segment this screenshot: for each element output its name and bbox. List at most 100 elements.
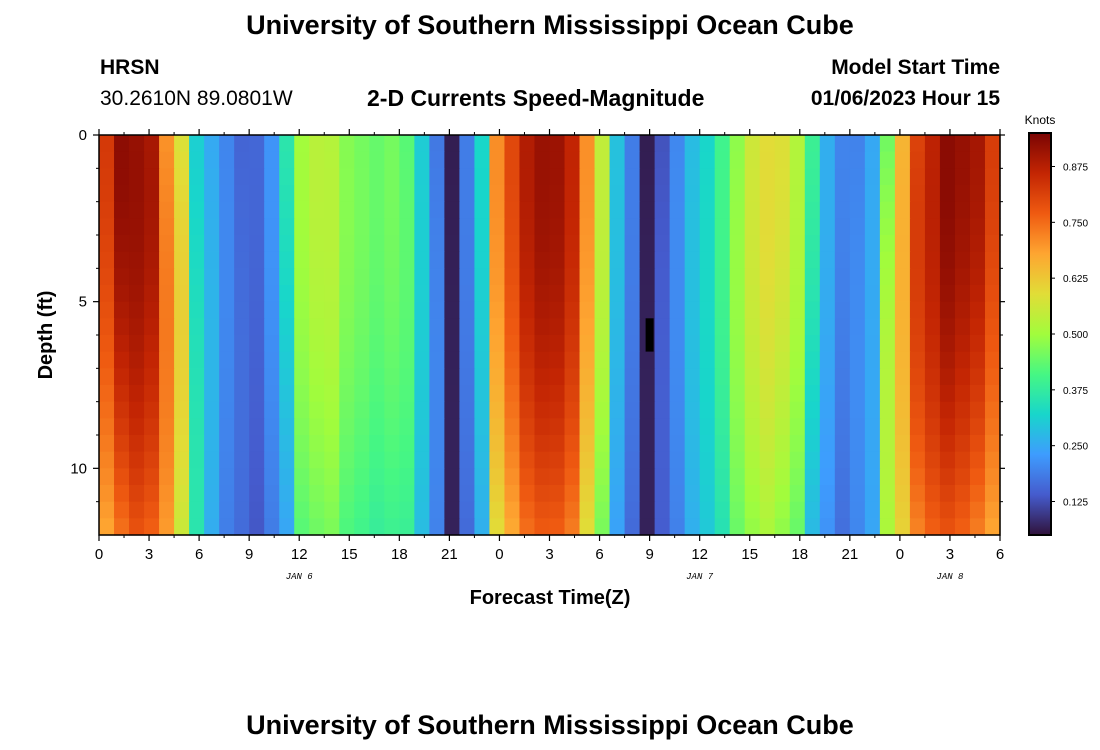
heat-cell bbox=[729, 201, 746, 219]
heat-cell bbox=[594, 418, 611, 436]
heat-cell bbox=[894, 135, 911, 153]
heat-cell bbox=[114, 351, 130, 369]
heat-cell bbox=[744, 485, 761, 503]
heat-cell bbox=[279, 418, 295, 436]
heat-cell bbox=[234, 485, 250, 503]
heat-cell bbox=[699, 351, 716, 369]
heat-cell bbox=[174, 251, 190, 269]
heat-cell bbox=[234, 251, 250, 269]
heat-cell bbox=[129, 285, 145, 303]
heat-cell bbox=[504, 451, 521, 469]
heat-cell bbox=[519, 201, 536, 219]
heat-cell bbox=[474, 135, 491, 153]
heat-cell bbox=[579, 201, 596, 219]
heat-cell bbox=[744, 135, 761, 153]
heat-cell bbox=[129, 268, 145, 286]
heat-cell bbox=[819, 185, 836, 203]
heat-cell bbox=[909, 451, 926, 469]
heat-cell bbox=[729, 385, 746, 403]
heat-cell bbox=[954, 268, 971, 286]
heat-cell bbox=[939, 485, 956, 503]
heat-cell bbox=[564, 285, 581, 303]
heat-cell bbox=[489, 185, 506, 203]
heat-cell bbox=[939, 301, 956, 319]
heat-cell bbox=[309, 151, 325, 169]
heat-cell bbox=[834, 518, 851, 536]
heat-cell bbox=[219, 385, 235, 403]
heat-cell bbox=[324, 385, 340, 403]
heat-cell bbox=[879, 318, 896, 336]
heat-cell bbox=[969, 251, 986, 269]
heat-cell bbox=[984, 518, 1001, 536]
heat-cell bbox=[309, 218, 325, 236]
heat-cell bbox=[534, 451, 551, 469]
heat-cell bbox=[189, 418, 205, 436]
heat-cell bbox=[714, 451, 731, 469]
heat-cell bbox=[819, 468, 836, 486]
heat-cell bbox=[174, 451, 190, 469]
heat-cell bbox=[369, 385, 385, 403]
heat-cell bbox=[879, 335, 896, 353]
x-tick-label: 9 bbox=[245, 546, 253, 563]
heat-cell bbox=[819, 251, 836, 269]
heat-cell bbox=[684, 301, 701, 319]
heat-cell bbox=[594, 451, 611, 469]
heat-cell bbox=[414, 251, 430, 269]
heat-cell bbox=[144, 485, 160, 503]
heat-cell bbox=[579, 318, 596, 336]
heat-cell bbox=[114, 285, 130, 303]
heat-cell bbox=[204, 251, 220, 269]
heat-cell bbox=[714, 335, 731, 353]
heat-cell bbox=[714, 468, 731, 486]
heat-cell bbox=[309, 368, 325, 386]
heat-cell bbox=[549, 285, 566, 303]
heat-cell bbox=[924, 301, 941, 319]
heat-cell bbox=[129, 251, 145, 269]
heat-cell bbox=[729, 318, 746, 336]
heat-cell bbox=[804, 268, 821, 286]
heat-cell bbox=[879, 268, 896, 286]
heat-cell bbox=[114, 401, 130, 419]
heat-cell bbox=[594, 485, 611, 503]
heat-cell bbox=[504, 401, 521, 419]
heat-cell bbox=[654, 168, 671, 186]
heat-cell bbox=[864, 268, 881, 286]
heat-cell bbox=[564, 501, 581, 519]
heat-cell bbox=[864, 285, 881, 303]
heat-cell bbox=[144, 401, 160, 419]
heat-cell bbox=[639, 285, 656, 303]
heat-cell bbox=[894, 285, 911, 303]
heat-cell bbox=[744, 251, 761, 269]
heat-cell bbox=[744, 385, 761, 403]
heat-cell bbox=[759, 351, 776, 369]
heat-cell bbox=[579, 351, 596, 369]
heat-cell bbox=[534, 468, 551, 486]
y-tick-label: 5 bbox=[79, 294, 87, 311]
heat-cell bbox=[624, 401, 641, 419]
heat-cell bbox=[339, 301, 355, 319]
heat-cell bbox=[324, 501, 340, 519]
heat-cell bbox=[459, 285, 476, 303]
heat-cell bbox=[579, 301, 596, 319]
heat-cell bbox=[774, 235, 791, 253]
heat-cell bbox=[609, 285, 626, 303]
heat-cell bbox=[924, 318, 941, 336]
heat-cell bbox=[159, 418, 175, 436]
heat-cell bbox=[459, 518, 476, 536]
heat-cell bbox=[249, 201, 265, 219]
heat-cell bbox=[189, 235, 205, 253]
heat-cell bbox=[834, 468, 851, 486]
page-title-bottom: University of Southern Mississippi Ocean… bbox=[246, 710, 854, 740]
heat-cell bbox=[429, 285, 445, 303]
heat-cell bbox=[444, 151, 460, 169]
heat-cell bbox=[609, 401, 626, 419]
heat-cell bbox=[774, 185, 791, 203]
heat-cell bbox=[189, 268, 205, 286]
heat-cell bbox=[789, 135, 806, 153]
heat-cell bbox=[924, 335, 941, 353]
heat-cell bbox=[819, 518, 836, 536]
heat-cell bbox=[669, 485, 686, 503]
heat-cell bbox=[954, 351, 971, 369]
heat-cell bbox=[144, 185, 160, 203]
